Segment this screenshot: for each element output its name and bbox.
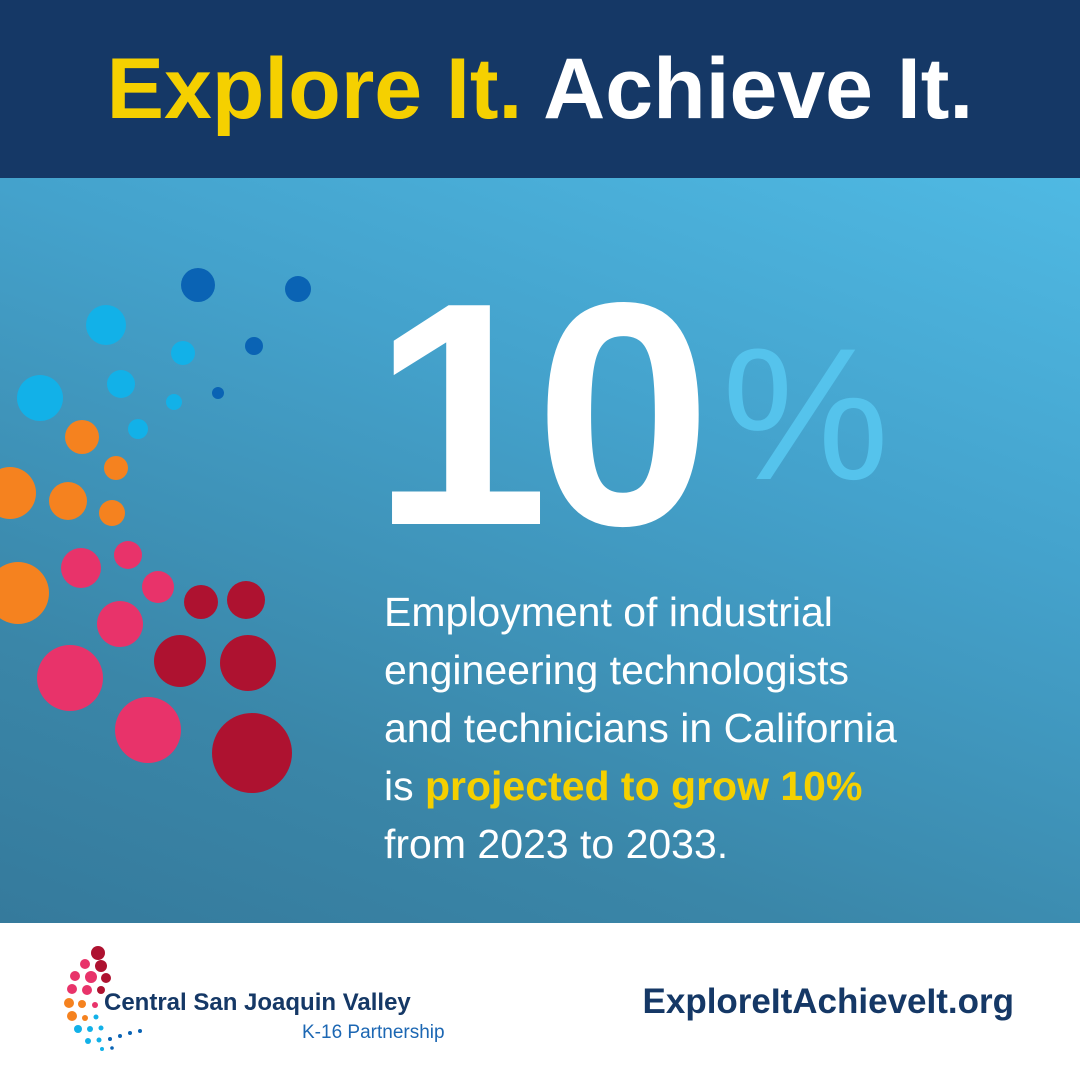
growth-highlight: projected to grow 10% bbox=[425, 763, 863, 809]
partnership-logo-icon bbox=[64, 946, 142, 1051]
description-line-2: engineering technologists bbox=[384, 647, 849, 693]
organization-subtitle: K-16 Partnership bbox=[302, 1022, 445, 1043]
description-line-1: Employment of industrial bbox=[384, 589, 833, 635]
description-line-5: from 2023 to 2033. bbox=[384, 821, 729, 867]
header-banner: Explore It. Achieve It. bbox=[0, 0, 1080, 178]
title-explore: Explore It. bbox=[106, 41, 523, 137]
main-panel: 10 % Employment of industrial engineerin… bbox=[0, 178, 1080, 923]
website-link[interactable]: ExploreItAchieveIt.org bbox=[642, 982, 1014, 1021]
page-title: Explore It. Achieve It. bbox=[107, 46, 974, 132]
decorative-dots-graphic bbox=[0, 268, 311, 793]
title-achieve: Achieve It. bbox=[543, 41, 974, 137]
description-line-4-prefix: is bbox=[384, 763, 425, 809]
organization-name: Central San Joaquin Valley bbox=[104, 989, 411, 1016]
stat-number: 10 bbox=[372, 237, 712, 592]
stat-description: Employment of industrial engineering tec… bbox=[384, 583, 1044, 873]
stat-percent-sign: % bbox=[722, 309, 890, 519]
description-line-3: and technicians in California bbox=[384, 705, 897, 751]
footer bbox=[0, 923, 1080, 1080]
description-line-4: is projected to grow 10% bbox=[384, 757, 1044, 815]
